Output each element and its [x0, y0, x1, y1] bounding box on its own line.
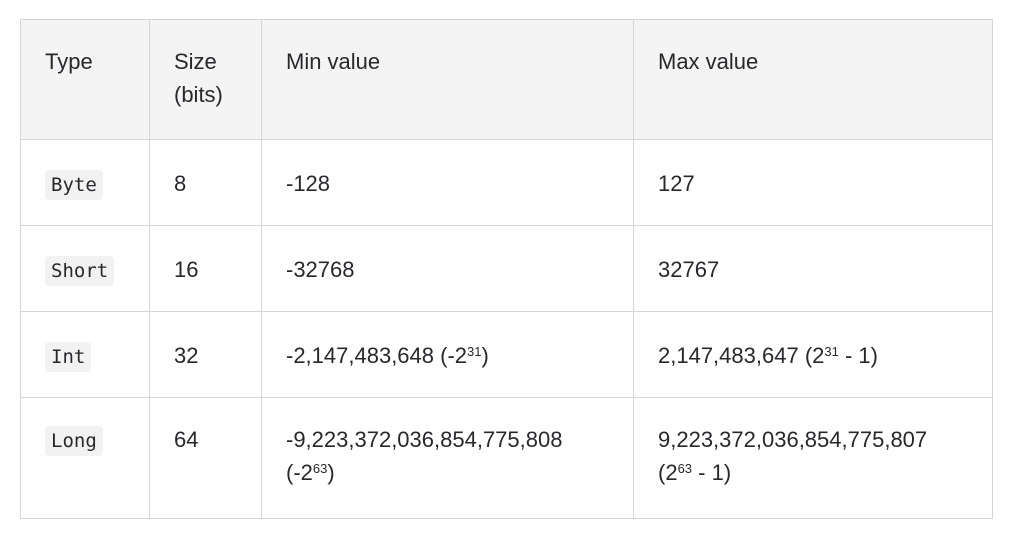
min-value-cell: -2,147,483,648 (-231) [261, 311, 634, 398]
max-value-cell: 9,223,372,036,854,775,807 (263 - 1) [633, 397, 993, 519]
max-exponent: 63 [677, 460, 693, 476]
max-power-open: (2 [658, 460, 678, 485]
type-code: Int [45, 342, 92, 372]
size-cell: 64 [149, 397, 262, 519]
table-row: Int 32 -2,147,483,648 (-231) 2,147,483,6… [20, 311, 993, 398]
type-code: Long [45, 426, 103, 456]
max-power-close: - 1) [692, 460, 732, 485]
max-value-cell: 2,147,483,647 (231 - 1) [633, 311, 993, 398]
table-row: Byte 8 -128 127 [20, 139, 993, 226]
min-value-cell: -32768 [261, 225, 634, 312]
min-power-open: (-2 [286, 460, 313, 485]
max-power-close: - 1) [838, 343, 878, 368]
min-value: -9,223,372,036,854,775,808 [286, 427, 563, 452]
min-power-open: (-2 [440, 343, 468, 368]
type-cell: Long [20, 397, 150, 519]
header-max-value: Max value [633, 19, 993, 140]
max-value-cell: 32767 [633, 225, 993, 312]
min-value-cell: -9,223,372,036,854,775,808 (-263) [261, 397, 634, 519]
table-row: Long 64 -9,223,372,036,854,775,808 (-263)… [20, 397, 993, 519]
type-cell: Byte [20, 139, 150, 226]
max-value: 127 [658, 171, 695, 196]
size-cell: 16 [149, 225, 262, 312]
table-row: Short 16 -32768 32767 [20, 225, 993, 312]
type-code: Short [45, 256, 115, 286]
size-cell: 32 [149, 311, 262, 398]
min-power-close: ) [327, 460, 335, 485]
max-value: 2,147,483,647 [658, 343, 799, 368]
max-value: 32767 [658, 257, 720, 282]
integer-types-table: Type Size (bits) Min value Max value Byt… [20, 19, 993, 519]
min-power-close: ) [481, 343, 489, 368]
header-size: Size (bits) [149, 19, 262, 140]
min-value: -128 [286, 171, 331, 196]
min-value: -32768 [286, 257, 355, 282]
header-type: Type [20, 19, 150, 140]
size-cell: 8 [149, 139, 262, 226]
type-cell: Int [20, 311, 150, 398]
max-exponent: 31 [824, 343, 839, 359]
max-value-cell: 127 [633, 139, 993, 226]
max-power-open: (2 [804, 343, 825, 368]
header-min-value: Min value [261, 19, 634, 140]
min-value-cell: -128 [261, 139, 634, 226]
min-value: -2,147,483,648 [286, 343, 435, 368]
header-row: Type Size (bits) Min value Max value [20, 19, 993, 140]
min-exponent: 63 [312, 460, 328, 476]
type-code: Byte [45, 170, 103, 200]
type-cell: Short [20, 225, 150, 312]
min-exponent: 31 [467, 343, 482, 359]
max-value: 9,223,372,036,854,775,807 [658, 427, 928, 452]
